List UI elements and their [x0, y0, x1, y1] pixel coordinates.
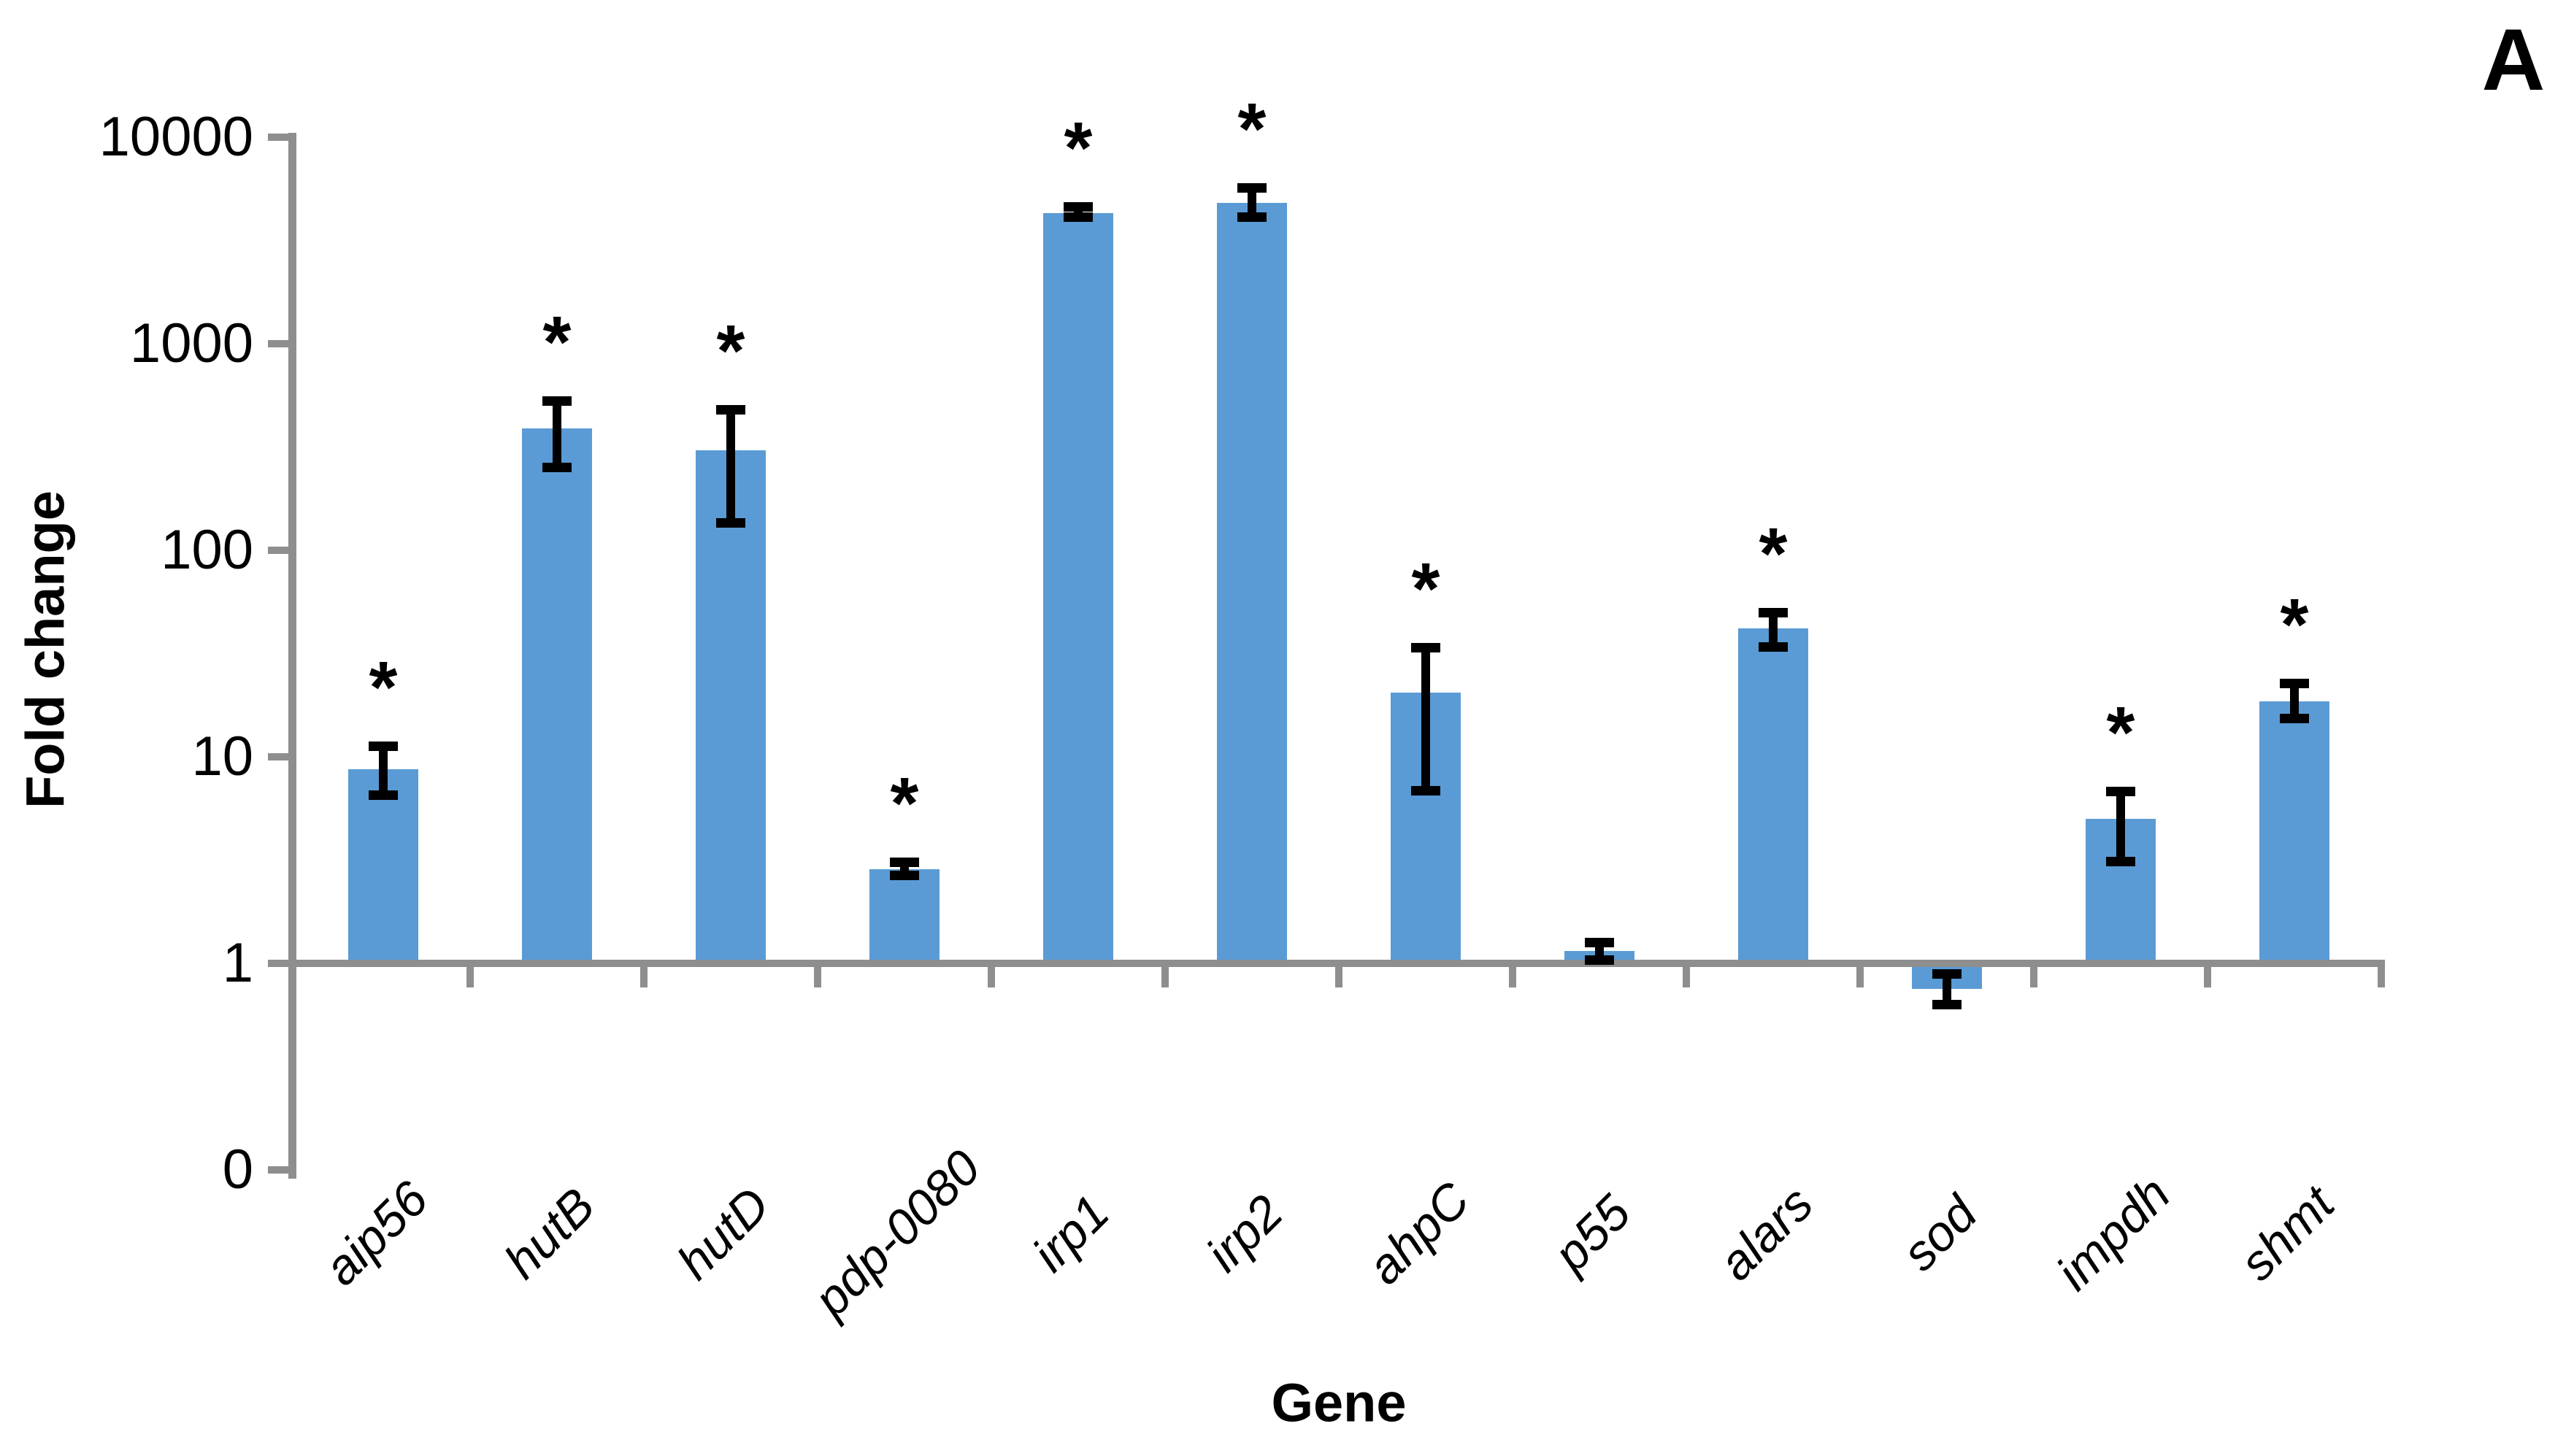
- y-tick-label-100: 100: [161, 519, 253, 581]
- error-bar-cap-bottom-hutB: [542, 463, 572, 473]
- error-bar-cap-top-hutB: [542, 396, 572, 407]
- error-bar-whisker-hutD: [726, 409, 735, 524]
- y-tick-label-1: 1: [222, 932, 253, 994]
- x-tick-2: [640, 967, 648, 987]
- x-category-label-impdh: impdh: [2045, 1166, 2181, 1301]
- error-bar-cap-top-p55: [1585, 937, 1614, 947]
- x-tick-5: [1161, 967, 1169, 987]
- bar-irp2: [1217, 203, 1287, 963]
- error-bar-cap-top-irp1: [1064, 201, 1093, 212]
- y-tick-1000: [268, 340, 288, 347]
- x-tick-12: [2378, 967, 2385, 987]
- y-axis-line: [288, 133, 296, 1179]
- x-category-label-shmt: shmt: [2229, 1176, 2345, 1291]
- error-bar-cap-bottom-alars: [1759, 642, 1788, 652]
- error-bar-cap-bottom-shmt: [2280, 713, 2309, 723]
- error-bar-cap-bottom-aip56: [369, 790, 398, 800]
- error-bar-cap-top-impdh: [2106, 787, 2135, 797]
- significance-asterisk-ahpC: *: [1411, 547, 1440, 630]
- significance-asterisk-aip56: *: [369, 646, 398, 728]
- error-bar-cap-top-shmt: [2280, 678, 2309, 688]
- y-tick-label-1000: 1000: [129, 312, 253, 374]
- x-tick-1: [466, 967, 474, 987]
- error-bar-cap-top-alars: [1759, 608, 1788, 618]
- x-category-label-hutD: hutD: [666, 1176, 780, 1290]
- bar-pdp-0080: [869, 869, 940, 963]
- x-axis-title: Gene: [1271, 1372, 1407, 1433]
- x-category-label-sod: sod: [1891, 1185, 1988, 1282]
- x-category-label-pdp-0080: pdp-0080: [803, 1139, 991, 1328]
- error-bar-cap-bottom-irp2: [1237, 212, 1267, 222]
- y-tick-label-10: 10: [191, 725, 253, 787]
- y-tick-100: [268, 547, 288, 554]
- x-tick-8: [1683, 967, 1690, 987]
- x-tick-9: [1856, 967, 1864, 987]
- error-bar-whisker-aip56: [379, 745, 388, 796]
- x-tick-6: [1335, 967, 1342, 987]
- x-category-label-hutB: hutB: [493, 1177, 606, 1290]
- error-bar-cap-top-pdp-0080: [890, 857, 919, 867]
- x-tick-10: [2030, 967, 2037, 987]
- significance-asterisk-alars: *: [1759, 513, 1788, 596]
- error-bar-cap-top-hutD: [716, 405, 745, 415]
- bar-hutB: [522, 428, 592, 963]
- y-tick-label-10000: 10000: [99, 106, 253, 168]
- y-tick-10000: [268, 134, 288, 141]
- x-category-label-irp1: irp1: [1022, 1185, 1120, 1282]
- significance-asterisk-irp2: *: [1237, 88, 1267, 171]
- significance-asterisk-pdp-0080: *: [890, 762, 919, 844]
- x-category-label-alars: alars: [1708, 1176, 1824, 1291]
- error-bar-cap-top-aip56: [369, 741, 398, 751]
- x-tick-3: [814, 967, 821, 987]
- x-category-label-irp2: irp2: [1196, 1185, 1294, 1282]
- error-bar-cap-bottom-irp1: [1064, 212, 1093, 222]
- x-tick-7: [1509, 967, 1516, 987]
- x-tick-4: [988, 967, 995, 987]
- significance-asterisk-hutD: *: [716, 310, 745, 393]
- error-bar-whisker-alars: [1769, 612, 1778, 647]
- x-tick-11: [2204, 967, 2211, 987]
- error-bar-whisker-ahpC: [1421, 647, 1430, 792]
- y-tick-0: [268, 1166, 288, 1174]
- y-tick-1: [268, 960, 288, 967]
- significance-asterisk-shmt: *: [2280, 583, 2309, 666]
- error-bar-cap-bottom-hutD: [716, 518, 745, 528]
- y-tick-10: [268, 753, 288, 760]
- error-bar-cap-top-irp2: [1237, 183, 1267, 193]
- error-bar-cap-bottom-ahpC: [1411, 786, 1440, 796]
- x-category-label-aip56: aip56: [313, 1171, 439, 1296]
- x-axis-line: [288, 960, 2385, 967]
- error-bar-whisker-sod: [1943, 974, 1951, 1005]
- bar-hutD: [696, 450, 766, 963]
- error-bar-whisker-hutB: [553, 401, 561, 469]
- error-bar-cap-bottom-pdp-0080: [890, 871, 919, 881]
- error-bar-cap-bottom-sod: [1932, 999, 1962, 1009]
- error-bar-whisker-impdh: [2116, 791, 2125, 862]
- error-bar-whisker-irp2: [1248, 188, 1256, 217]
- y-tick-label-0: 0: [222, 1139, 253, 1201]
- significance-asterisk-impdh: *: [2106, 692, 2135, 774]
- error-bar-cap-top-sod: [1932, 969, 1962, 979]
- error-bar-cap-bottom-impdh: [2106, 856, 2135, 866]
- bar-irp1: [1043, 212, 1113, 963]
- error-bar-whisker-shmt: [2290, 682, 2299, 719]
- error-bar-cap-top-ahpC: [1411, 642, 1440, 652]
- x-category-label-ahpC: ahpC: [1356, 1171, 1480, 1295]
- bar-aip56: [348, 769, 418, 963]
- panel-letter-label: A: [2481, 11, 2546, 109]
- error-bar-cap-bottom-p55: [1585, 955, 1614, 966]
- significance-asterisk-hutB: *: [542, 301, 572, 384]
- bar-alars: [1738, 628, 1808, 963]
- x-category-label-p55: p55: [1543, 1185, 1641, 1282]
- bar-shmt: [2259, 701, 2329, 963]
- significance-asterisk-irp1: *: [1064, 107, 1093, 189]
